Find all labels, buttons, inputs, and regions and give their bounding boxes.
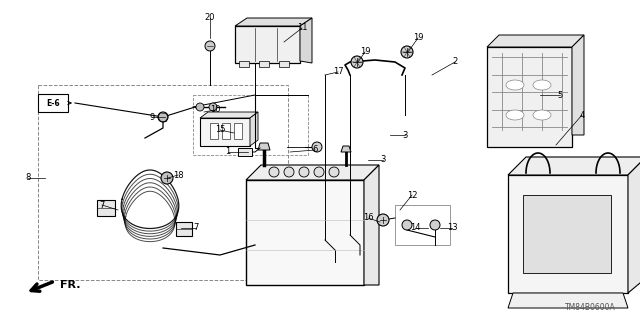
Text: 19: 19 [413, 33, 423, 42]
Bar [239, 61, 249, 67]
Text: FR.: FR. [60, 280, 81, 290]
Circle shape [299, 167, 309, 177]
Circle shape [402, 220, 412, 230]
Bar [38, 85, 288, 280]
Circle shape [205, 41, 215, 51]
Circle shape [196, 103, 204, 111]
Bar [395, 205, 450, 245]
Polygon shape [628, 157, 640, 293]
Polygon shape [508, 175, 628, 293]
Text: 11: 11 [297, 24, 307, 33]
Ellipse shape [533, 110, 551, 120]
Ellipse shape [533, 80, 551, 90]
Text: 5: 5 [557, 91, 563, 100]
Text: 4: 4 [579, 110, 584, 120]
Circle shape [209, 103, 217, 111]
Text: 15: 15 [215, 125, 225, 135]
Ellipse shape [506, 110, 524, 120]
Text: 9: 9 [149, 113, 155, 122]
Circle shape [158, 112, 168, 122]
Polygon shape [250, 112, 258, 146]
Bar [210, 123, 218, 139]
Bar [176, 222, 192, 236]
Bar [235, 26, 300, 63]
Bar [193, 95, 308, 155]
Circle shape [351, 56, 363, 68]
Polygon shape [364, 165, 379, 285]
Bar [259, 61, 269, 67]
Text: E-6: E-6 [46, 99, 60, 108]
Polygon shape [523, 195, 611, 273]
Polygon shape [258, 143, 270, 150]
Circle shape [269, 167, 279, 177]
Bar [97, 200, 115, 216]
Text: 16: 16 [363, 213, 373, 222]
Bar [234, 123, 242, 139]
Text: 2: 2 [452, 57, 458, 66]
Bar [222, 123, 230, 139]
Polygon shape [508, 157, 640, 175]
Circle shape [161, 172, 173, 184]
Text: 3: 3 [380, 155, 386, 165]
Polygon shape [235, 18, 312, 26]
Text: 10: 10 [210, 106, 220, 115]
Bar [246, 180, 364, 285]
Circle shape [377, 214, 389, 226]
Polygon shape [300, 18, 312, 63]
Text: 18: 18 [173, 170, 183, 180]
Circle shape [314, 167, 324, 177]
Text: 6: 6 [312, 145, 317, 154]
Text: 8: 8 [26, 174, 31, 182]
Text: TM84B0600A: TM84B0600A [564, 303, 616, 313]
Polygon shape [508, 293, 628, 308]
Text: 13: 13 [447, 224, 458, 233]
Text: 20: 20 [205, 13, 215, 23]
Bar [238, 148, 252, 156]
Bar [487, 47, 572, 147]
Text: 19: 19 [360, 48, 371, 56]
Polygon shape [200, 112, 258, 118]
Bar [200, 118, 250, 146]
Polygon shape [246, 165, 379, 180]
Circle shape [329, 167, 339, 177]
Circle shape [312, 142, 322, 152]
Bar [279, 61, 289, 67]
Text: 12: 12 [407, 190, 417, 199]
Polygon shape [487, 35, 584, 47]
Circle shape [401, 46, 413, 58]
Text: 14: 14 [410, 224, 420, 233]
Polygon shape [572, 35, 584, 135]
Text: 7: 7 [193, 224, 198, 233]
Circle shape [430, 220, 440, 230]
Polygon shape [341, 146, 351, 152]
Text: 7: 7 [99, 201, 105, 210]
Text: 17: 17 [333, 68, 343, 77]
Text: 3: 3 [403, 130, 408, 139]
FancyBboxPatch shape [38, 94, 68, 112]
Text: 1: 1 [225, 147, 230, 157]
Circle shape [284, 167, 294, 177]
Ellipse shape [506, 80, 524, 90]
